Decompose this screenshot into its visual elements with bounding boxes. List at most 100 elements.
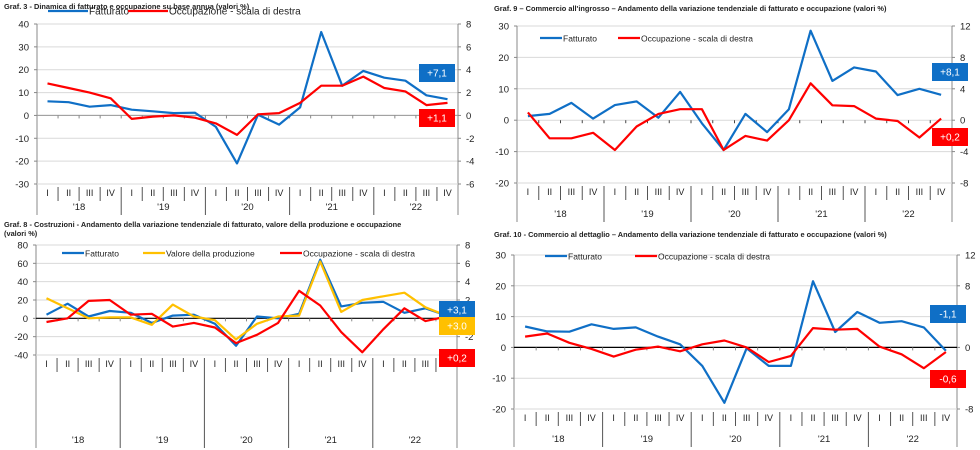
value-badge-text: +3,1 <box>447 306 467 317</box>
x-tick-label-quarter: II <box>545 413 550 423</box>
x-tick-label-year: '20 <box>728 209 740 220</box>
x-tick-label-quarter: II <box>318 359 323 369</box>
x-tick-label-year: '19 <box>641 434 653 445</box>
x-tick-label-quarter: IV <box>676 187 685 197</box>
x-tick-label-quarter: II <box>808 187 813 197</box>
chart-panel-graf8: Graf. 8 - Costruzioni - Andamento della … <box>0 218 490 450</box>
x-tick-label-quarter: IV <box>191 188 200 198</box>
x-tick-label-quarter: I <box>45 359 48 369</box>
chart-panel-graf3: Graf. 3 - Dinamica di fatturato e occupa… <box>0 0 490 218</box>
y-tick-label-left: 20 <box>17 296 28 307</box>
x-tick-label-quarter: IV <box>676 413 685 423</box>
x-tick-label-quarter: IV <box>589 187 598 197</box>
y-tick-label-right: -4 <box>466 157 474 168</box>
x-tick-label-year: '21 <box>325 435 337 446</box>
x-tick-label-quarter: III <box>568 187 576 197</box>
value-badge-text: +3.0 <box>447 322 467 333</box>
y-tick-label-right: 4 <box>466 65 471 76</box>
series-line-occupazione <box>527 82 942 152</box>
x-tick-label-year: '19 <box>157 202 169 213</box>
x-tick-label-year: '20 <box>240 435 252 446</box>
y-tick-label-right: 0 <box>960 116 965 127</box>
x-tick-label-year: '20 <box>241 202 253 213</box>
value-badge-text: +1,1 <box>427 114 447 125</box>
x-tick-label-quarter: IV <box>190 359 199 369</box>
x-tick-label-quarter: I <box>875 187 878 197</box>
chart-title: Graf. 10 - Commercio al dettaglio – Anda… <box>494 230 887 239</box>
y-tick-label-left: 10 <box>495 312 506 323</box>
x-tick-label-quarter: III <box>337 359 345 369</box>
y-tick-label-right: 6 <box>465 259 470 270</box>
x-tick-label-quarter: I <box>298 359 301 369</box>
y-tick-label-right: 8 <box>465 241 470 252</box>
legend-label: Fatturato <box>568 252 602 262</box>
y-tick-label-left: 30 <box>18 42 29 53</box>
x-tick-label-quarter: II <box>150 188 155 198</box>
x-tick-label-quarter: III <box>655 187 663 197</box>
x-tick-label-quarter: II <box>233 359 238 369</box>
x-tick-label-quarter: II <box>722 413 727 423</box>
value-badge-occupazione <box>419 109 455 127</box>
x-tick-label-year: '18 <box>552 434 564 445</box>
x-tick-label-quarter: IV <box>274 359 283 369</box>
value-badge-text: +7,1 <box>427 69 447 80</box>
y-tick-label-left: 60 <box>17 259 28 270</box>
y-tick-label-right: 8 <box>965 281 970 292</box>
chart-title-line2: (valori %) <box>4 229 38 238</box>
x-tick-label-quarter: II <box>402 359 407 369</box>
x-tick-label-quarter: IV <box>587 413 596 423</box>
x-tick-label-quarter: IV <box>942 413 951 423</box>
y-tick-label-right: 0 <box>965 343 970 354</box>
y-tick-label-left: 0 <box>501 343 506 354</box>
x-tick-label-quarter: I <box>701 187 704 197</box>
x-tick-label-quarter: IV <box>358 359 367 369</box>
chart-title: Graf. 8 - Costruzioni - Andamento della … <box>4 220 402 229</box>
legend-label: Occupazione - scala di destra <box>658 252 770 262</box>
x-tick-label-quarter: III <box>254 188 262 198</box>
y-tick-label-right: 12 <box>960 22 971 33</box>
series-line-occupazione <box>46 289 447 354</box>
x-tick-label-year: '22 <box>907 434 919 445</box>
x-tick-label-year: '21 <box>818 434 830 445</box>
x-tick-label-quarter: IV <box>106 188 115 198</box>
x-tick-label-year: '19 <box>156 435 168 446</box>
legend-label: Fatturato <box>89 7 129 18</box>
value-badge-text: -1,1 <box>939 310 957 321</box>
value-badge-fatturato <box>439 301 475 319</box>
x-tick-label-quarter: II <box>65 359 70 369</box>
x-tick-label-quarter: II <box>811 413 816 423</box>
legend-label: Occupazione - scala di destra <box>169 7 301 18</box>
x-tick-label-quarter: IV <box>764 413 773 423</box>
y-tick-label-left: 20 <box>498 53 509 64</box>
x-tick-label-quarter: IV <box>443 188 452 198</box>
x-tick-label-quarter: IV <box>850 187 859 197</box>
y-tick-label-right: 8 <box>960 53 965 64</box>
x-tick-label-quarter: I <box>612 413 615 423</box>
y-tick-label-left: -10 <box>15 134 29 145</box>
y-tick-label-right: 4 <box>960 84 965 95</box>
x-tick-label-quarter: III <box>170 188 178 198</box>
y-tick-label-right: 2 <box>466 88 471 99</box>
y-tick-label-right: -2 <box>465 332 473 343</box>
x-tick-label-quarter: III <box>920 413 928 423</box>
value-badge-fatturato <box>932 63 968 81</box>
x-tick-label-quarter: I <box>878 413 881 423</box>
legend-label: Valore della produzione <box>166 249 255 259</box>
x-tick-label-quarter: II <box>234 188 239 198</box>
x-tick-label-quarter: II <box>66 188 71 198</box>
series-line-valore <box>46 260 447 341</box>
y-tick-label-left: 0 <box>23 314 28 325</box>
y-tick-label-left: -40 <box>14 351 28 362</box>
x-tick-label-quarter: IV <box>359 188 368 198</box>
x-tick-label-year: '18 <box>72 435 84 446</box>
x-tick-label-year: '20 <box>729 434 741 445</box>
y-tick-label-left: 40 <box>17 277 28 288</box>
x-tick-label-quarter: I <box>215 188 218 198</box>
x-tick-label-quarter: II <box>895 187 900 197</box>
legend-label: Occupazione - scala di destra <box>641 34 753 44</box>
y-tick-label-left: -10 <box>495 147 509 158</box>
y-tick-label-right: 4 <box>465 277 470 288</box>
